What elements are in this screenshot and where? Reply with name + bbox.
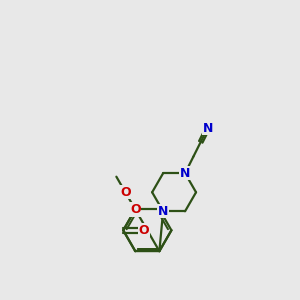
Text: O: O bbox=[120, 186, 131, 199]
Text: N: N bbox=[202, 122, 213, 135]
Text: N: N bbox=[180, 167, 190, 180]
Text: O: O bbox=[138, 224, 149, 237]
Text: O: O bbox=[130, 203, 141, 216]
Text: N: N bbox=[158, 205, 168, 218]
